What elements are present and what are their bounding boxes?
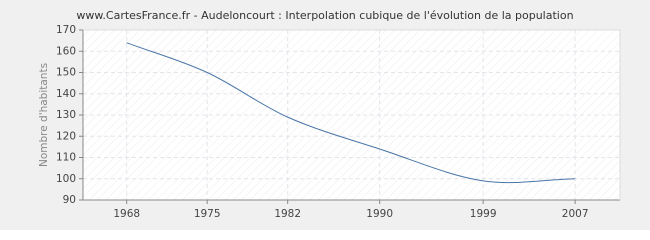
y-tick-label: 110: [56, 152, 76, 164]
x-tick-label: 1975: [194, 208, 221, 220]
x-tick-label: 1982: [274, 208, 301, 220]
y-tick-label: 100: [56, 173, 76, 185]
chart-title: www.CartesFrance.fr - Audeloncourt : Int…: [76, 9, 573, 22]
y-tick-label: 90: [63, 194, 76, 206]
x-tick-label: 1990: [366, 208, 393, 220]
y-axis-label: Nombre d'habitants: [38, 63, 50, 167]
y-tick-label: 160: [56, 45, 76, 57]
y-tick-label: 130: [56, 109, 76, 121]
chart: www.CartesFrance.fr - Audeloncourt : Int…: [0, 0, 650, 230]
y-tick-label: 140: [56, 88, 76, 100]
x-tick-label: 2007: [562, 208, 589, 220]
y-tick-label: 150: [56, 67, 76, 79]
x-tick-label: 1999: [470, 208, 497, 220]
y-tick-label: 120: [56, 130, 76, 142]
series-line: [126, 42, 576, 184]
x-tick-label: 1968: [113, 208, 140, 220]
y-tick-label: 170: [56, 24, 76, 36]
